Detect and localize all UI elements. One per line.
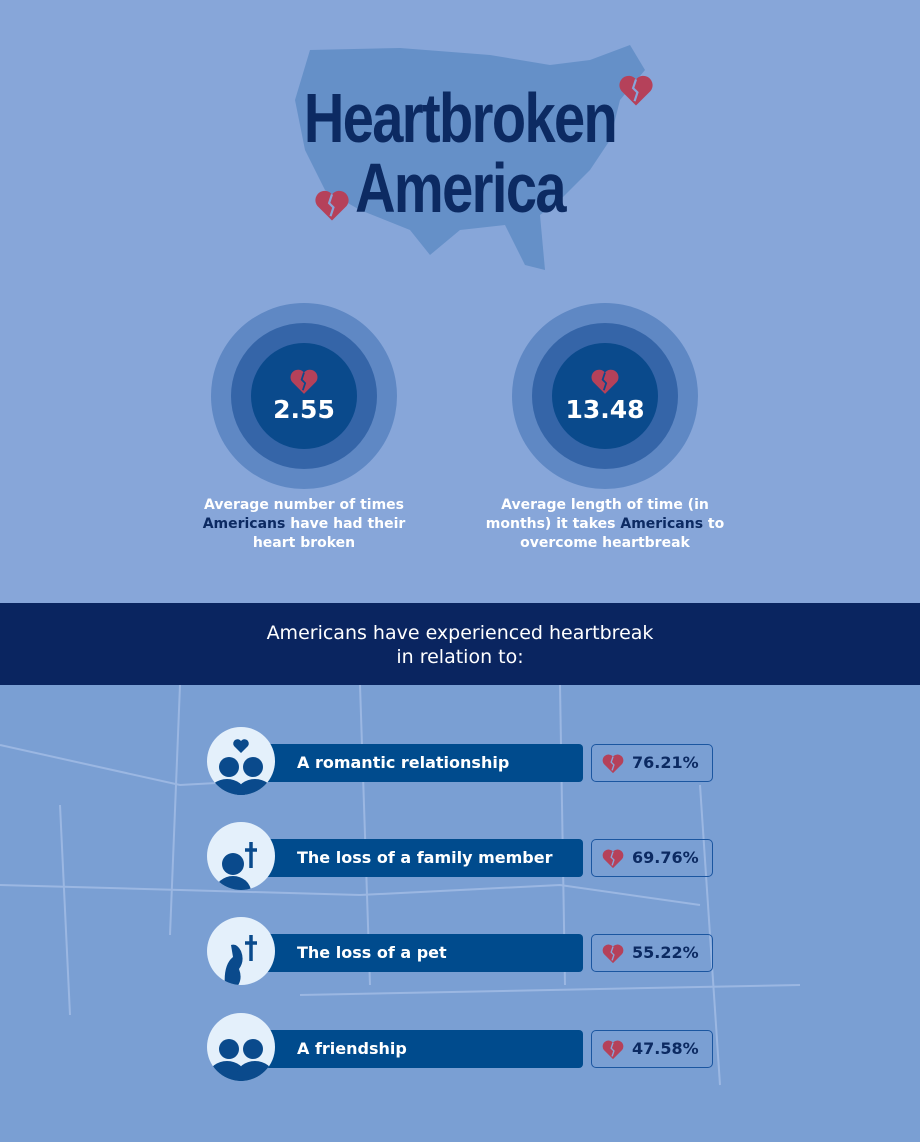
stat-caption: Average length of time (in months) it ta…: [485, 497, 725, 551]
item-percent: 76.21%: [632, 753, 699, 772]
stat-value: 2.55: [273, 394, 335, 424]
banner-line-1: Americans have experienced heartbreak: [266, 622, 654, 644]
broken-heart-icon: [602, 849, 624, 869]
item-percent: 55.22%: [632, 943, 699, 962]
broken-heart-icon: [290, 369, 318, 394]
section-banner: Americans have experienced heartbreak in …: [0, 603, 920, 685]
item-percent-box: 47.58%: [591, 1030, 713, 1068]
two-people-icon: [207, 1013, 275, 1081]
couple-heart-icon: [207, 727, 275, 795]
item-percent-box: 69.76%: [591, 839, 713, 877]
broken-heart-icon: [619, 75, 653, 106]
item-label: The loss of a pet: [247, 934, 583, 972]
usa-map-graphic: [295, 45, 645, 270]
title-line-1: Heartbroken: [303, 79, 618, 157]
stat-circle-times: 2.55: [211, 303, 397, 489]
person-cross-icon: [207, 822, 275, 890]
heartbreak-item: A friendship 47.58%: [207, 1013, 717, 1081]
stat-circle-months: 13.48: [512, 303, 698, 489]
banner-line-2: in relation to:: [396, 646, 524, 668]
broken-heart-icon: [602, 944, 624, 964]
item-label: A romantic relationship: [247, 744, 583, 782]
dog-cross-icon: [207, 917, 275, 985]
broken-heart-icon: [591, 369, 619, 394]
heartbreak-item: A romantic relationship 76.21%: [207, 727, 717, 795]
item-label: The loss of a family member: [247, 839, 583, 877]
item-percent-box: 55.22%: [591, 934, 713, 972]
heartbreak-item: The loss of a family member 69.76%: [207, 822, 717, 890]
heartbreak-item: The loss of a pet 55.22%: [207, 917, 717, 985]
broken-heart-icon: [315, 190, 349, 221]
broken-heart-icon: [602, 754, 624, 774]
item-percent: 47.58%: [632, 1039, 699, 1058]
stat-caption: Average number of times Americans have h…: [202, 497, 406, 551]
stat-value: 13.48: [565, 394, 645, 424]
broken-heart-icon: [602, 1040, 624, 1060]
item-label: A friendship: [247, 1030, 583, 1068]
item-percent-box: 76.21%: [591, 744, 713, 782]
item-percent: 69.76%: [632, 848, 699, 867]
title-line-2: America: [355, 149, 566, 227]
